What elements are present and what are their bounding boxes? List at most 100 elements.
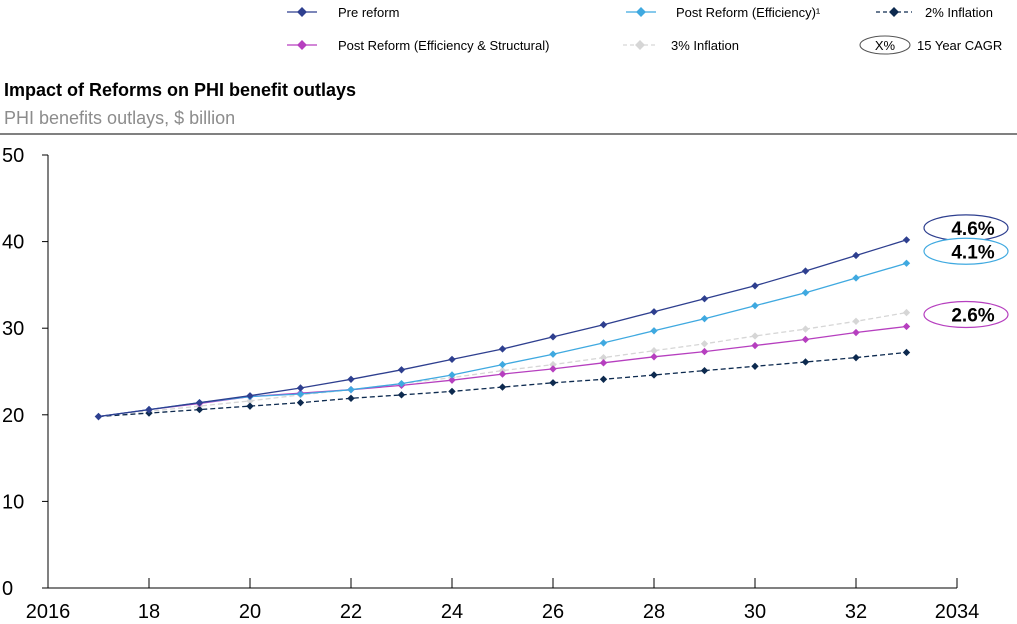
cagr-label: 2.6% <box>923 300 1009 329</box>
series <box>94 322 911 421</box>
axes <box>47 155 957 589</box>
data-point <box>347 375 355 383</box>
x-tick-label: 28 <box>643 601 665 623</box>
data-point <box>650 327 658 335</box>
data-point <box>246 392 254 400</box>
legend-item-pre-reform: Pre reform <box>287 5 399 20</box>
data-point <box>700 347 709 356</box>
data-point <box>498 345 507 353</box>
cagr-legend-label: 15 Year CAGR <box>917 38 1002 53</box>
x-tick-label: 2016 <box>26 601 71 623</box>
data-point <box>145 405 153 414</box>
y-tick-label: 20 <box>2 405 24 427</box>
x-tick-label: 24 <box>441 601 463 623</box>
data-point <box>700 366 709 375</box>
data-point <box>902 348 911 357</box>
data-point <box>902 236 911 244</box>
legend: Pre reform Post Reform (Efficiency)¹ 2% … <box>287 5 1002 55</box>
data-point <box>195 398 204 407</box>
y-tick-label: 50 <box>2 145 24 167</box>
cagr-symbol: X% <box>875 38 896 53</box>
data-point <box>599 375 608 383</box>
data-point <box>751 362 759 370</box>
data-point <box>397 379 406 388</box>
data-point <box>700 314 709 323</box>
cagr-value: 4.6% <box>951 219 994 240</box>
data-point <box>498 383 507 391</box>
data-point <box>700 340 709 348</box>
data-point <box>801 267 810 275</box>
data-point <box>549 333 557 341</box>
legend-item-2pct-inflation: 2% Inflation <box>876 5 993 20</box>
data-point <box>852 328 860 337</box>
y-tick-label: 0 <box>2 578 13 600</box>
data-point <box>751 332 759 340</box>
data-point <box>650 347 658 355</box>
data-point <box>397 366 406 374</box>
data-point <box>397 391 406 399</box>
x-tick-label: 2034 <box>935 601 980 623</box>
cagr-labels: 4.6%4.1% 2.6% <box>923 214 1009 329</box>
data-point <box>751 282 759 290</box>
data-point <box>296 384 305 392</box>
data-point <box>902 322 911 331</box>
data-point <box>296 390 305 398</box>
series-layer <box>94 236 911 421</box>
data-point <box>852 251 860 260</box>
data-point <box>296 398 305 407</box>
data-point <box>599 359 608 367</box>
data-point <box>852 274 860 282</box>
data-point <box>902 259 911 267</box>
cagr-value: 4.1% <box>951 242 994 263</box>
legend-label: Post Reform (Efficiency)¹ <box>676 5 821 20</box>
y-tick-label: 40 <box>2 232 24 254</box>
data-point <box>801 325 810 333</box>
data-point <box>448 376 456 384</box>
x-tick-label: 26 <box>542 601 564 623</box>
data-point <box>650 308 658 316</box>
legend-item-3pct-inflation: 3% Inflation <box>623 38 739 53</box>
legend-label: Post Reform (Efficiency & Structural) <box>338 38 549 53</box>
data-point <box>599 353 608 362</box>
cagr-label: 4.6% <box>923 214 1009 242</box>
data-point <box>599 321 608 329</box>
legend-item-post-reform-efficiency: Post Reform (Efficiency)¹ <box>626 5 821 20</box>
x-ticks: 2016 18 20 22 24 26 28 30 32 2034 <box>26 578 980 623</box>
data-point <box>650 353 658 361</box>
series-line <box>98 262 907 418</box>
data-point <box>599 339 608 347</box>
data-point <box>347 394 355 403</box>
chart-subtitle: PHI benefits outlays, $ billion <box>4 108 235 128</box>
data-point <box>549 360 557 369</box>
legend-label: 3% Inflation <box>671 38 739 53</box>
chart-title: Impact of Reforms on PHI benefit outlays <box>4 80 356 100</box>
legend-item-cagr: X% 15 Year CAGR <box>859 35 1002 55</box>
cagr-label: 4.1% <box>923 237 1009 265</box>
x-tick-label: 30 <box>744 601 766 623</box>
data-point <box>700 295 709 303</box>
data-point <box>347 386 355 394</box>
data-point <box>549 365 557 373</box>
series <box>94 259 911 421</box>
data-point <box>498 360 507 369</box>
y-tick-label: 30 <box>2 318 24 340</box>
data-point <box>448 371 456 379</box>
data-point <box>94 412 103 421</box>
data-point <box>801 335 810 344</box>
data-point <box>852 353 860 362</box>
data-point <box>246 397 254 405</box>
x-tick-label: 18 <box>138 601 160 623</box>
data-point <box>751 341 759 350</box>
y-tick-label: 10 <box>2 491 24 513</box>
data-point <box>650 371 658 379</box>
data-point <box>498 370 507 378</box>
data-point <box>902 308 911 317</box>
series-line <box>98 351 907 418</box>
legend-item-post-reform-structural: Post Reform (Efficiency & Structural) <box>287 38 549 53</box>
data-point <box>448 355 456 364</box>
data-point <box>195 405 204 414</box>
series <box>94 236 911 421</box>
x-tick-label: 20 <box>239 601 261 623</box>
data-point <box>448 387 456 396</box>
series <box>94 348 911 421</box>
